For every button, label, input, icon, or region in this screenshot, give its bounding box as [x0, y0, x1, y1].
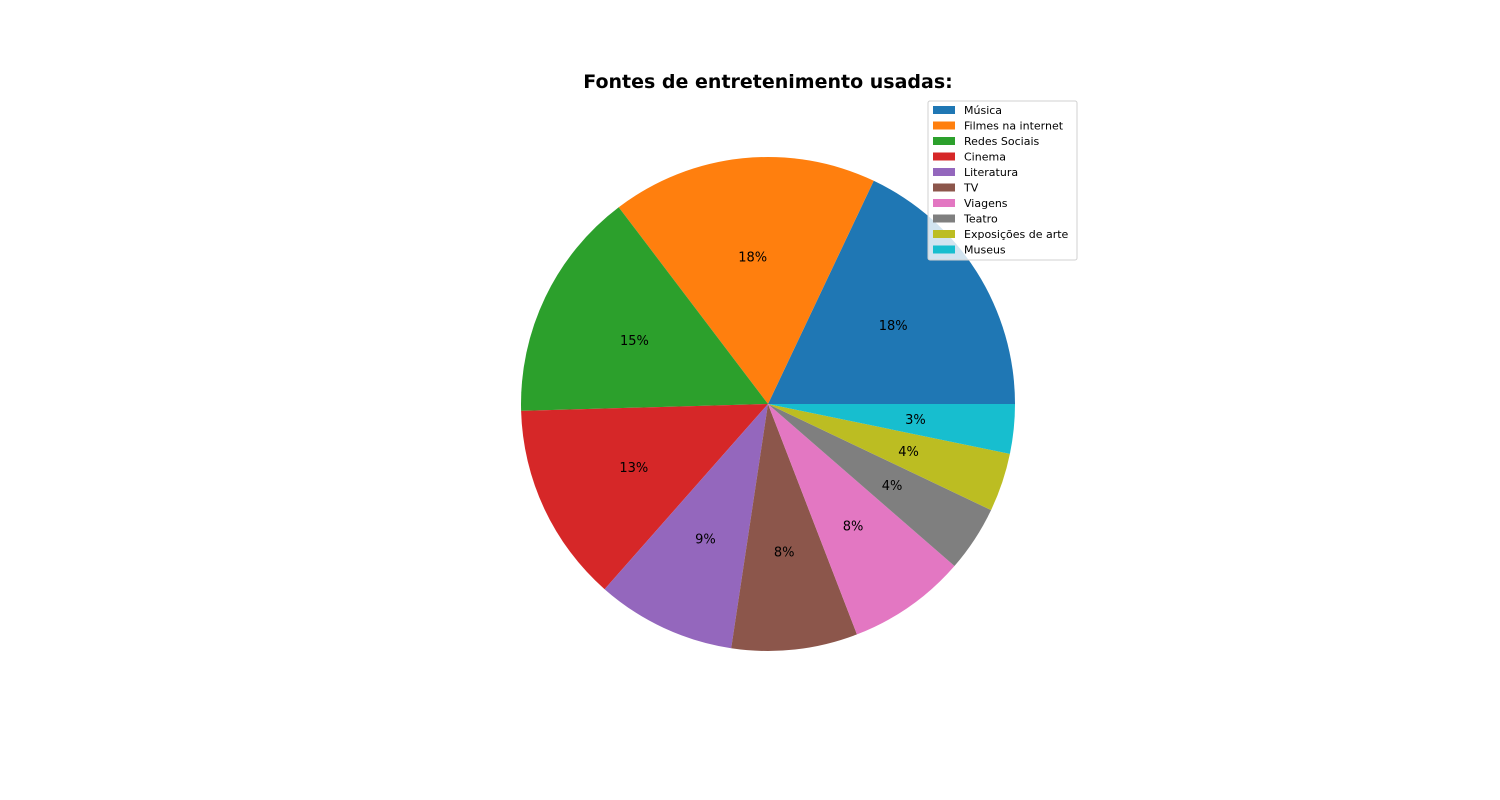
pie-slice-exposicoes-de-arte [768, 404, 1010, 511]
legend: Música Filmes na internet Redes Sociais Cin… [927, 100, 1078, 261]
legend-label-musica: Música [964, 104, 1002, 117]
legend-swatch-filmes-na-internet [933, 121, 955, 130]
legend-swatch-redes-sociais [933, 137, 955, 145]
chart-title: Fontes de entretenimento usadas: [583, 71, 953, 93]
legend-swatch-museus [933, 245, 955, 254]
percent-label-filmes-na-internet: 18% [738, 251, 767, 266]
legend-swatch-tv [933, 183, 955, 192]
percent-label-redes-sociais: 15% [620, 334, 649, 349]
percent-label-viagens: 8% [843, 519, 864, 534]
legend-swatch-musica [933, 106, 955, 114]
percent-label-museus: 3% [905, 413, 926, 428]
pie-slice-museus [768, 404, 1015, 454]
legend-label-teatro: Teatro [963, 213, 998, 226]
legend-label-filmes-na-internet: Filmes na internet [964, 120, 1064, 133]
legend-label-tv: TV [963, 182, 979, 195]
legend-label-exposicoes-de-arte: Exposições de arte [964, 228, 1069, 241]
pie-slices [521, 156, 1015, 651]
pie-slice-tv [731, 404, 857, 651]
pie-slice-viagens [768, 404, 955, 635]
legend-swatch-literatura [933, 168, 955, 176]
legend-label-museus: Museus [964, 244, 1006, 257]
legend-swatch-cinema [933, 152, 955, 161]
legend-swatch-teatro [933, 214, 955, 223]
percent-label-teatro: 4% [882, 479, 903, 494]
legend-frame [927, 100, 1078, 261]
pie-slice-redes-sociais [521, 207, 768, 411]
legend-swatch-viagens [933, 199, 955, 207]
pie-slice-literatura [604, 404, 768, 649]
pie-slice-musica [768, 180, 1015, 404]
percent-label-exposicoes-de-arte: 4% [898, 445, 919, 460]
legend-label-literatura: Literatura [964, 166, 1018, 179]
pie-slice-cinema [521, 404, 768, 590]
legend-label-redes-sociais: Redes Sociais [964, 135, 1040, 148]
percent-label-tv: 8% [774, 545, 795, 560]
pie-slice-teatro [768, 404, 992, 566]
percent-label-literatura: 9% [695, 532, 716, 547]
percent-labels: 18% 18% 15% 13% 9% 8% 8% 4% 4% 3% [619, 251, 925, 561]
percent-label-musica: 18% [879, 319, 908, 334]
pie-slice-filmes-na-internet [618, 156, 874, 404]
legend-label-viagens: Viagens [964, 197, 1008, 210]
legend-swatch-exposicoes-de-arte [933, 230, 955, 238]
legend-label-cinema: Cinema [964, 151, 1006, 164]
percent-label-cinema: 13% [619, 461, 648, 476]
